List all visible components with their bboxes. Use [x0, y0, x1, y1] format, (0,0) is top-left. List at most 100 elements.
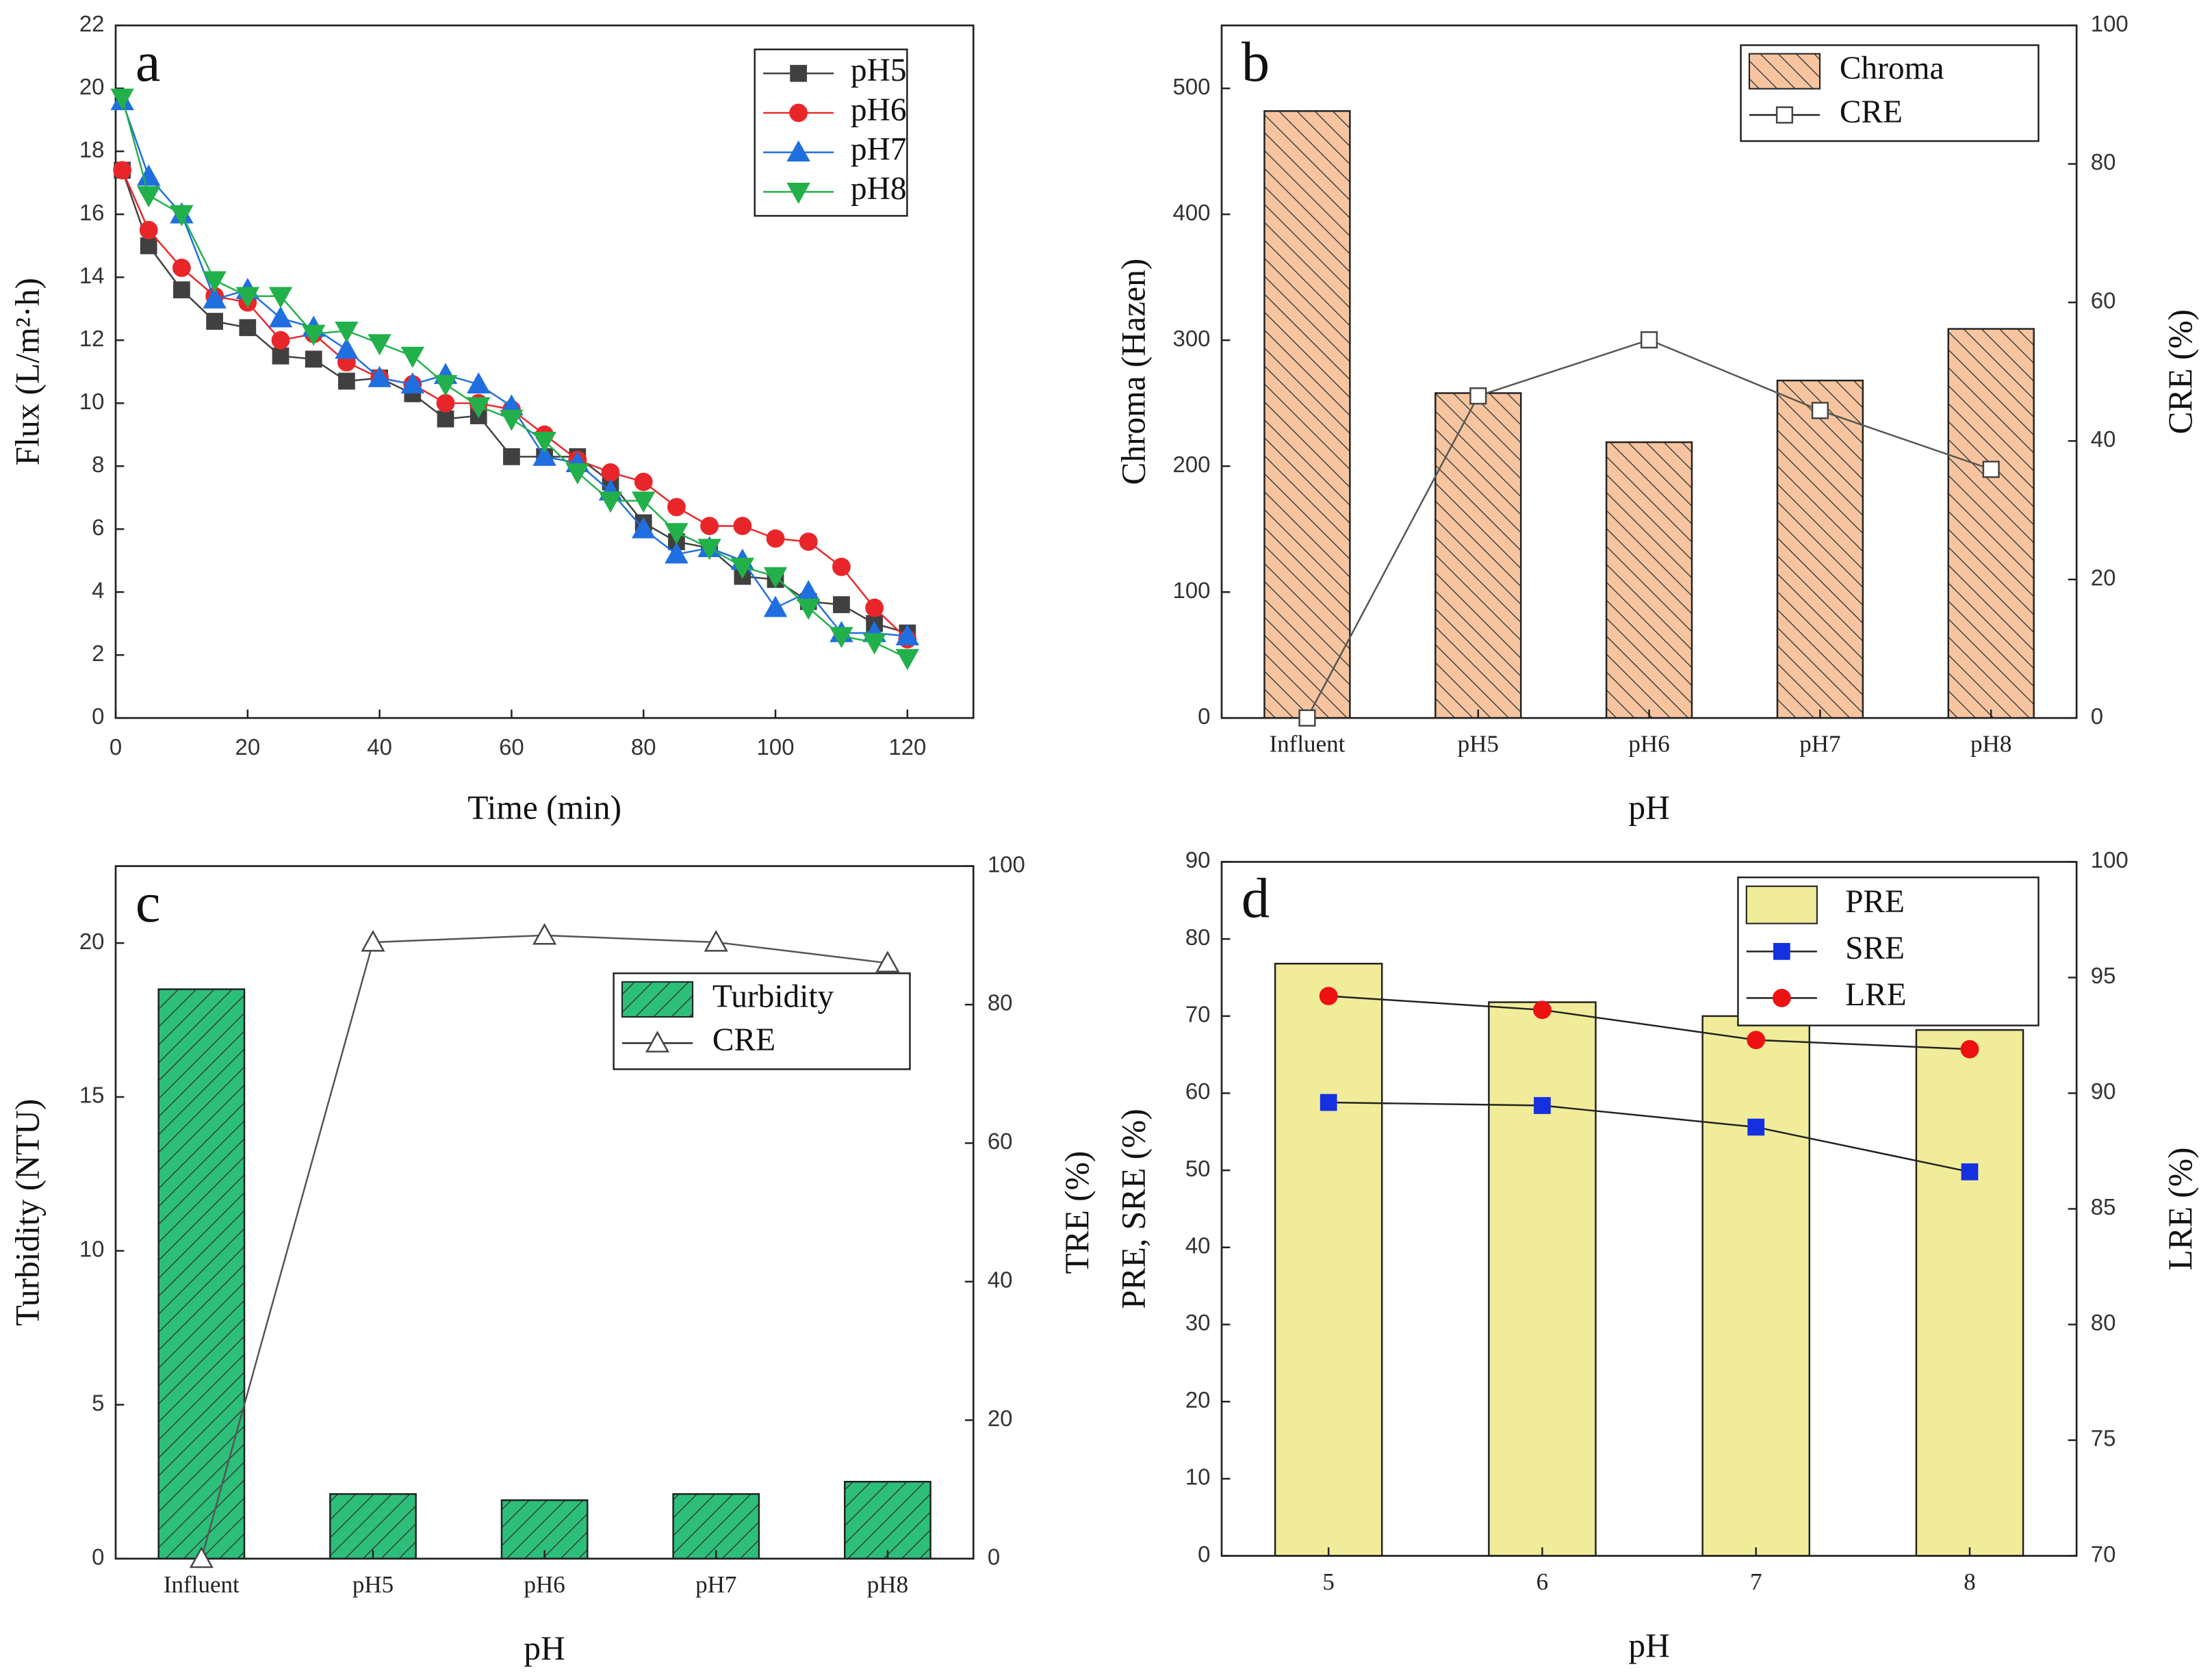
- marker: [763, 595, 788, 617]
- marker: [532, 444, 556, 466]
- marker: [361, 929, 385, 952]
- marker: [203, 287, 227, 309]
- marker: [766, 529, 785, 548]
- x-axis-title: pH: [1628, 1627, 1669, 1664]
- y-tick-label: 22: [79, 11, 105, 36]
- y2-tick-label: 70: [2091, 1541, 2116, 1566]
- y-tick-label: 10: [79, 1237, 105, 1262]
- y-tick-label: 500: [1173, 74, 1211, 99]
- marker: [110, 88, 134, 110]
- bar: [1776, 379, 1864, 719]
- y-tick-label: 200: [1173, 452, 1211, 477]
- marker: [789, 103, 808, 122]
- marker: [1811, 402, 1829, 419]
- y2-axis-title: TRE (%): [1058, 1151, 1096, 1274]
- marker: [1960, 1039, 1979, 1059]
- y-axis-title: Turbidity (NTU): [9, 1099, 47, 1326]
- y2-tick-label: 20: [988, 1406, 1013, 1431]
- y-tick-label: 4: [92, 578, 104, 603]
- marker: [170, 205, 194, 227]
- marker: [139, 220, 158, 240]
- marker: [830, 627, 853, 649]
- legend-label: Chroma: [1840, 51, 1944, 86]
- marker: [1533, 1000, 1552, 1020]
- marker: [665, 542, 689, 564]
- marker: [268, 306, 293, 328]
- marker: [271, 331, 290, 350]
- y2-tick-label: 20: [2091, 565, 2116, 590]
- marker: [203, 271, 227, 293]
- y2-tick-label: 95: [2091, 963, 2116, 988]
- y-tick-label: 20: [79, 929, 105, 954]
- y-tick-label: 0: [1198, 1541, 1210, 1566]
- marker: [1772, 988, 1791, 1007]
- marker: [1298, 709, 1316, 727]
- marker: [189, 1546, 214, 1568]
- marker: [1320, 1094, 1337, 1111]
- marker: [634, 472, 653, 491]
- y-tick-label: 0: [92, 703, 104, 729]
- y-tick-label: 80: [1185, 925, 1211, 950]
- x-tick-label: pH8: [1970, 730, 2011, 757]
- marker: [433, 375, 458, 397]
- marker: [1640, 331, 1658, 349]
- legend-swatch: [1745, 886, 1818, 925]
- y2-tick-label: 90: [2091, 1078, 2116, 1104]
- marker: [239, 319, 257, 337]
- marker: [235, 287, 260, 309]
- y-tick-label: 20: [1185, 1387, 1211, 1412]
- x-tick-label: 0: [110, 734, 122, 760]
- marker: [790, 64, 808, 82]
- x-tick-label: 60: [499, 734, 524, 760]
- marker: [833, 596, 850, 613]
- panel-letter: b: [1242, 31, 1270, 93]
- marker: [173, 281, 190, 298]
- x-tick-label: 6: [1536, 1568, 1549, 1595]
- marker: [1982, 461, 2000, 478]
- marker: [797, 580, 821, 602]
- marker: [1775, 106, 1794, 124]
- y-tick-label: 8: [92, 452, 104, 477]
- y-tick-label: 0: [1198, 703, 1210, 729]
- y2-tick-label: 100: [2091, 11, 2129, 36]
- bar: [672, 1492, 760, 1560]
- y-tick-label: 18: [79, 137, 105, 162]
- x-tick-label: 100: [757, 734, 795, 760]
- legend-label: pH7: [851, 132, 907, 168]
- marker: [786, 140, 810, 162]
- y-axis-title: Chroma (Hazen): [1115, 259, 1153, 485]
- x-axis-title: pH: [524, 1629, 565, 1667]
- legend-box: [754, 48, 908, 217]
- marker: [704, 929, 728, 952]
- x-tick-label: 20: [235, 734, 260, 760]
- marker: [667, 497, 686, 517]
- bar: [500, 1499, 589, 1560]
- marker: [500, 409, 524, 431]
- x-tick-label: Influent: [1269, 730, 1345, 757]
- marker: [1319, 987, 1338, 1005]
- legend-label: pH8: [851, 171, 907, 207]
- y-tick-label: 0: [92, 1544, 104, 1569]
- y-tick-label: 6: [92, 515, 104, 540]
- x-axis-title: Time (min): [467, 789, 621, 827]
- legend-label: Turbidity: [712, 979, 834, 1014]
- x-tick-label: 7: [1750, 1568, 1762, 1595]
- marker: [532, 431, 556, 453]
- marker: [368, 334, 391, 356]
- y-tick-label: 400: [1173, 200, 1211, 225]
- x-tick-label: pH7: [695, 1571, 736, 1598]
- marker: [302, 324, 326, 346]
- bar: [1605, 441, 1693, 719]
- marker: [338, 372, 355, 390]
- bar: [1488, 1001, 1597, 1557]
- y-tick-label: 12: [79, 326, 105, 351]
- legend-label: CRE: [712, 1022, 775, 1058]
- y-tick-label: 70: [1185, 1002, 1211, 1027]
- marker: [797, 598, 821, 620]
- x-tick-label: 40: [367, 734, 392, 760]
- marker: [532, 922, 557, 945]
- legend-swatch: [1748, 53, 1821, 90]
- y2-tick-label: 40: [988, 1267, 1013, 1293]
